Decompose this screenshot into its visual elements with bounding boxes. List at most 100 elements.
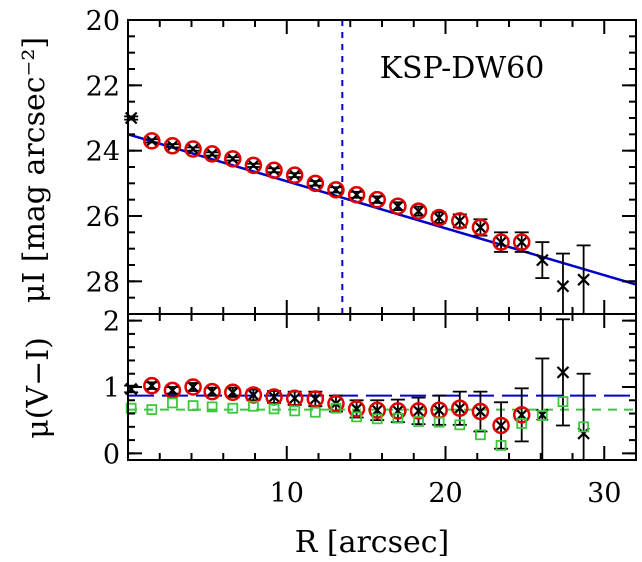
data-point-circle (265, 161, 283, 180)
data-point-cross (494, 235, 508, 249)
cross-stroke (370, 193, 384, 206)
data-point-square (578, 421, 590, 433)
x-tick-label: 20 (428, 478, 462, 509)
x-tick-label: 10 (270, 478, 304, 509)
data-point-cross (205, 147, 219, 161)
data-point-cross (474, 405, 487, 418)
data-point-cross (186, 380, 200, 394)
data-point-circle (389, 402, 407, 420)
data-point-cross (412, 404, 425, 418)
cross-stroke (412, 404, 425, 418)
dwarf-label: KSP-DW60 (380, 51, 545, 86)
data-point-circle (184, 378, 202, 396)
cross-stroke (474, 221, 487, 234)
data-point-square (146, 404, 158, 415)
x-axis-label: R [arcsec] (295, 525, 450, 560)
data-point-circle (327, 394, 345, 413)
data-point-cross (226, 386, 240, 399)
cross-stroke (350, 188, 363, 202)
cross-stroke (556, 279, 570, 293)
data-point-circle (492, 416, 510, 435)
cross-stroke (267, 390, 281, 404)
bottom-y-axis-label: μ(V−I) (21, 337, 56, 439)
data-point-square (330, 402, 342, 414)
data-point-square (392, 412, 404, 424)
data-point-circle (471, 218, 490, 237)
cross-stroke (494, 235, 508, 249)
data-point-circle (451, 399, 469, 417)
data-point-circle (347, 400, 366, 418)
data-point-circle (347, 186, 366, 204)
cross-stroke (556, 366, 570, 379)
cross-stroke (247, 388, 260, 402)
data-point-circle (143, 376, 161, 395)
data-point-circle (451, 212, 469, 230)
data-point-square (454, 419, 466, 431)
bottom-y-tick-label: 2 (103, 307, 120, 338)
data-point-circle (306, 390, 325, 408)
data-point-cross (494, 419, 508, 432)
data-point-cross (432, 403, 446, 417)
data-point-circle (409, 202, 428, 220)
cross-stroke (412, 204, 425, 218)
data-point-square (413, 416, 424, 427)
data-point-cross (474, 221, 487, 234)
cross-stroke (577, 273, 590, 286)
cross-stroke (432, 211, 446, 224)
top-y-axis-label: μI [mag arcsec⁻²] (17, 37, 52, 303)
data-point-cross (515, 235, 528, 249)
data-point-cross (370, 193, 384, 206)
x-ticks: 10 20 30 (270, 478, 622, 509)
data-point-circle (471, 402, 490, 421)
data-point-circle (306, 174, 325, 193)
data-point-circle (512, 233, 531, 251)
data-point-cross (205, 385, 219, 398)
cross-stroke (453, 401, 467, 415)
bottom-y-tick-label: 0 (103, 439, 120, 470)
cross-stroke (166, 139, 179, 153)
cross-stroke (288, 168, 301, 182)
data-point-circle (368, 190, 386, 209)
cross-stroke (391, 199, 405, 213)
data-point-square (536, 410, 548, 421)
data-point-cross (432, 211, 446, 224)
cross-stroke (288, 392, 301, 405)
data-point-cross (166, 384, 179, 397)
bottom-panel: 0 1 2 10 20 30 μ(V−I) R [arcsec] (21, 307, 637, 560)
cross-stroke (145, 134, 159, 148)
cross-stroke (205, 147, 219, 161)
data-point-cross (288, 168, 301, 182)
bottom-y-tick-label: 1 (103, 373, 120, 404)
data-point-square (268, 403, 280, 415)
top-panel: 20 22 24 26 28 KSP-DW60 μI [mag arcsec⁻²] (17, 6, 637, 315)
data-point-square (227, 402, 239, 414)
top-y-tick-label: 26 (86, 202, 120, 233)
data-point-square (495, 439, 507, 451)
cross-stroke (515, 235, 528, 249)
data-point-cross (226, 152, 240, 166)
data-point-cross (166, 139, 179, 153)
data-point-circle (492, 233, 510, 251)
cross-stroke (267, 163, 281, 177)
cross-stroke (186, 380, 200, 394)
data-point-cross (412, 204, 425, 218)
data-point-cross (288, 392, 301, 405)
cross-stroke (453, 214, 467, 228)
data-point-circle (163, 137, 182, 155)
cross-stroke (226, 386, 240, 399)
data-point-cross (267, 390, 281, 404)
cross-stroke (309, 392, 322, 406)
data-point-cross (453, 401, 467, 415)
data-point-cross (145, 134, 159, 148)
data-point-square (206, 401, 218, 413)
data-point-cross (247, 388, 260, 402)
data-point-cross (453, 214, 467, 228)
data-point-cross (536, 253, 549, 267)
data-point-circle (224, 383, 242, 402)
data-point-circle (203, 145, 221, 163)
data-point-circle (327, 181, 345, 199)
cross-stroke (494, 419, 508, 432)
cross-stroke (432, 403, 446, 417)
top-y-tick-label: 24 (86, 137, 120, 168)
